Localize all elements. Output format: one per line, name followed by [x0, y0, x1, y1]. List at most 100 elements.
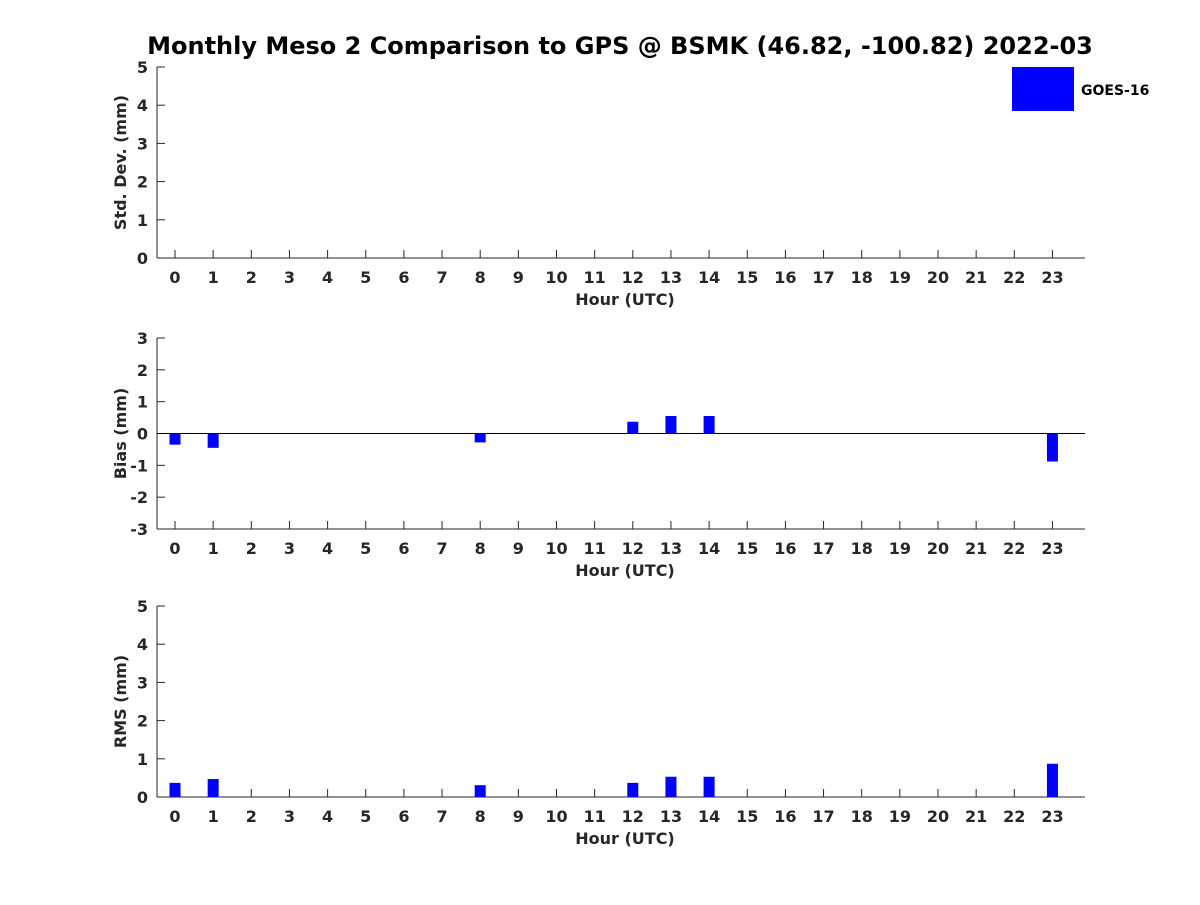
x-tick-label: 15: [736, 539, 758, 558]
y-tick-label: -3: [130, 520, 148, 539]
x-tick-label: 3: [284, 807, 295, 826]
x-tick-label: 2: [246, 268, 257, 287]
chart-title: Monthly Meso 2 Comparison to GPS @ BSMK …: [147, 32, 1093, 60]
x-tick-label: 6: [398, 807, 409, 826]
x-tick-label: 6: [398, 268, 409, 287]
bar-hour-1: [207, 779, 219, 797]
x-tick-label: 16: [774, 807, 796, 826]
x-tick-label: 10: [545, 539, 567, 558]
y-tick-label: 4: [137, 635, 148, 654]
x-tick-label: 18: [851, 807, 873, 826]
x-tick-label: 17: [812, 268, 834, 287]
x-axis-label: Hour (UTC): [575, 290, 675, 309]
x-tick-label: 13: [660, 807, 682, 826]
x-tick-label: 18: [851, 539, 873, 558]
x-tick-label: 4: [322, 268, 333, 287]
x-tick-label: 8: [475, 268, 486, 287]
x-tick-label: 5: [360, 807, 371, 826]
x-tick-label: 0: [169, 807, 180, 826]
x-tick-label: 22: [1003, 807, 1025, 826]
x-tick-label: 13: [660, 268, 682, 287]
x-tick-label: 4: [322, 539, 333, 558]
x-tick-label: 1: [208, 807, 219, 826]
x-tick-label: 22: [1003, 539, 1025, 558]
y-axis-label: Std. Dev. (mm): [111, 95, 130, 230]
x-tick-label: 22: [1003, 268, 1025, 287]
x-tick-label: 5: [360, 539, 371, 558]
y-axis-label: Bias (mm): [111, 388, 130, 480]
bar-hour-12: [627, 782, 639, 797]
y-tick-label: 2: [137, 361, 148, 380]
x-axis-label: Hour (UTC): [575, 561, 675, 580]
bar-hour-8: [474, 785, 486, 797]
x-tick-label: 23: [1041, 539, 1063, 558]
x-tick-label: 21: [965, 268, 987, 287]
x-tick-label: 15: [736, 268, 758, 287]
x-tick-label: 19: [889, 268, 911, 287]
y-tick-label: 2: [137, 173, 148, 192]
x-tick-label: 1: [208, 539, 219, 558]
x-tick-label: 18: [851, 268, 873, 287]
legend-label-goes-16: GOES-16: [1081, 83, 1149, 99]
x-tick-label: 19: [889, 807, 911, 826]
x-tick-label: 17: [812, 539, 834, 558]
x-tick-label: 5: [360, 268, 371, 287]
x-tick-label: 11: [584, 807, 606, 826]
bar-hour-12: [627, 421, 639, 434]
bar-hour-23: [1046, 433, 1058, 462]
x-tick-label: 19: [889, 539, 911, 558]
x-tick-label: 4: [322, 807, 333, 826]
legend: GOES-16: [1012, 67, 1149, 111]
y-tick-label: 1: [137, 750, 148, 769]
y-tick-label: 1: [137, 393, 148, 412]
x-tick-label: 21: [965, 807, 987, 826]
y-tick-label: 3: [137, 673, 148, 692]
x-tick-label: 0: [169, 539, 180, 558]
x-tick-label: 14: [698, 268, 720, 287]
y-tick-label: 2: [137, 712, 148, 731]
x-tick-label: 2: [246, 807, 257, 826]
bar-hour-1: [207, 433, 219, 448]
x-axis-label: Hour (UTC): [575, 829, 675, 848]
y-tick-label: -1: [130, 456, 148, 475]
y-tick-label: 0: [137, 249, 148, 268]
x-tick-label: 23: [1041, 268, 1063, 287]
x-tick-label: 23: [1041, 807, 1063, 826]
x-tick-label: 10: [545, 807, 567, 826]
x-tick-label: 11: [584, 268, 606, 287]
bar-hour-13: [665, 776, 677, 797]
x-tick-label: 7: [436, 539, 447, 558]
bar-hour-0: [169, 433, 181, 445]
legend-swatch-goes-16: [1012, 67, 1074, 111]
x-tick-label: 20: [927, 539, 949, 558]
y-tick-label: 3: [137, 329, 148, 348]
x-tick-label: 3: [284, 268, 295, 287]
x-tick-label: 14: [698, 807, 720, 826]
bar-hour-0: [169, 782, 181, 797]
x-tick-label: 1: [208, 268, 219, 287]
y-tick-label: -2: [130, 488, 148, 507]
x-tick-label: 0: [169, 268, 180, 287]
x-tick-label: 12: [622, 807, 644, 826]
x-tick-label: 9: [513, 268, 524, 287]
x-tick-label: 10: [545, 268, 567, 287]
x-tick-label: 7: [436, 807, 447, 826]
x-tick-label: 6: [398, 539, 409, 558]
x-tick-label: 7: [436, 268, 447, 287]
x-tick-label: 9: [513, 539, 524, 558]
bar-hour-14: [703, 415, 715, 434]
x-tick-label: 12: [622, 539, 644, 558]
x-tick-label: 14: [698, 539, 720, 558]
y-tick-label: 5: [137, 597, 148, 616]
x-tick-label: 17: [812, 807, 834, 826]
x-tick-label: 15: [736, 807, 758, 826]
bar-hour-13: [665, 415, 677, 434]
bar-hour-23: [1046, 763, 1058, 797]
x-tick-label: 8: [475, 539, 486, 558]
y-tick-label: 1: [137, 211, 148, 230]
